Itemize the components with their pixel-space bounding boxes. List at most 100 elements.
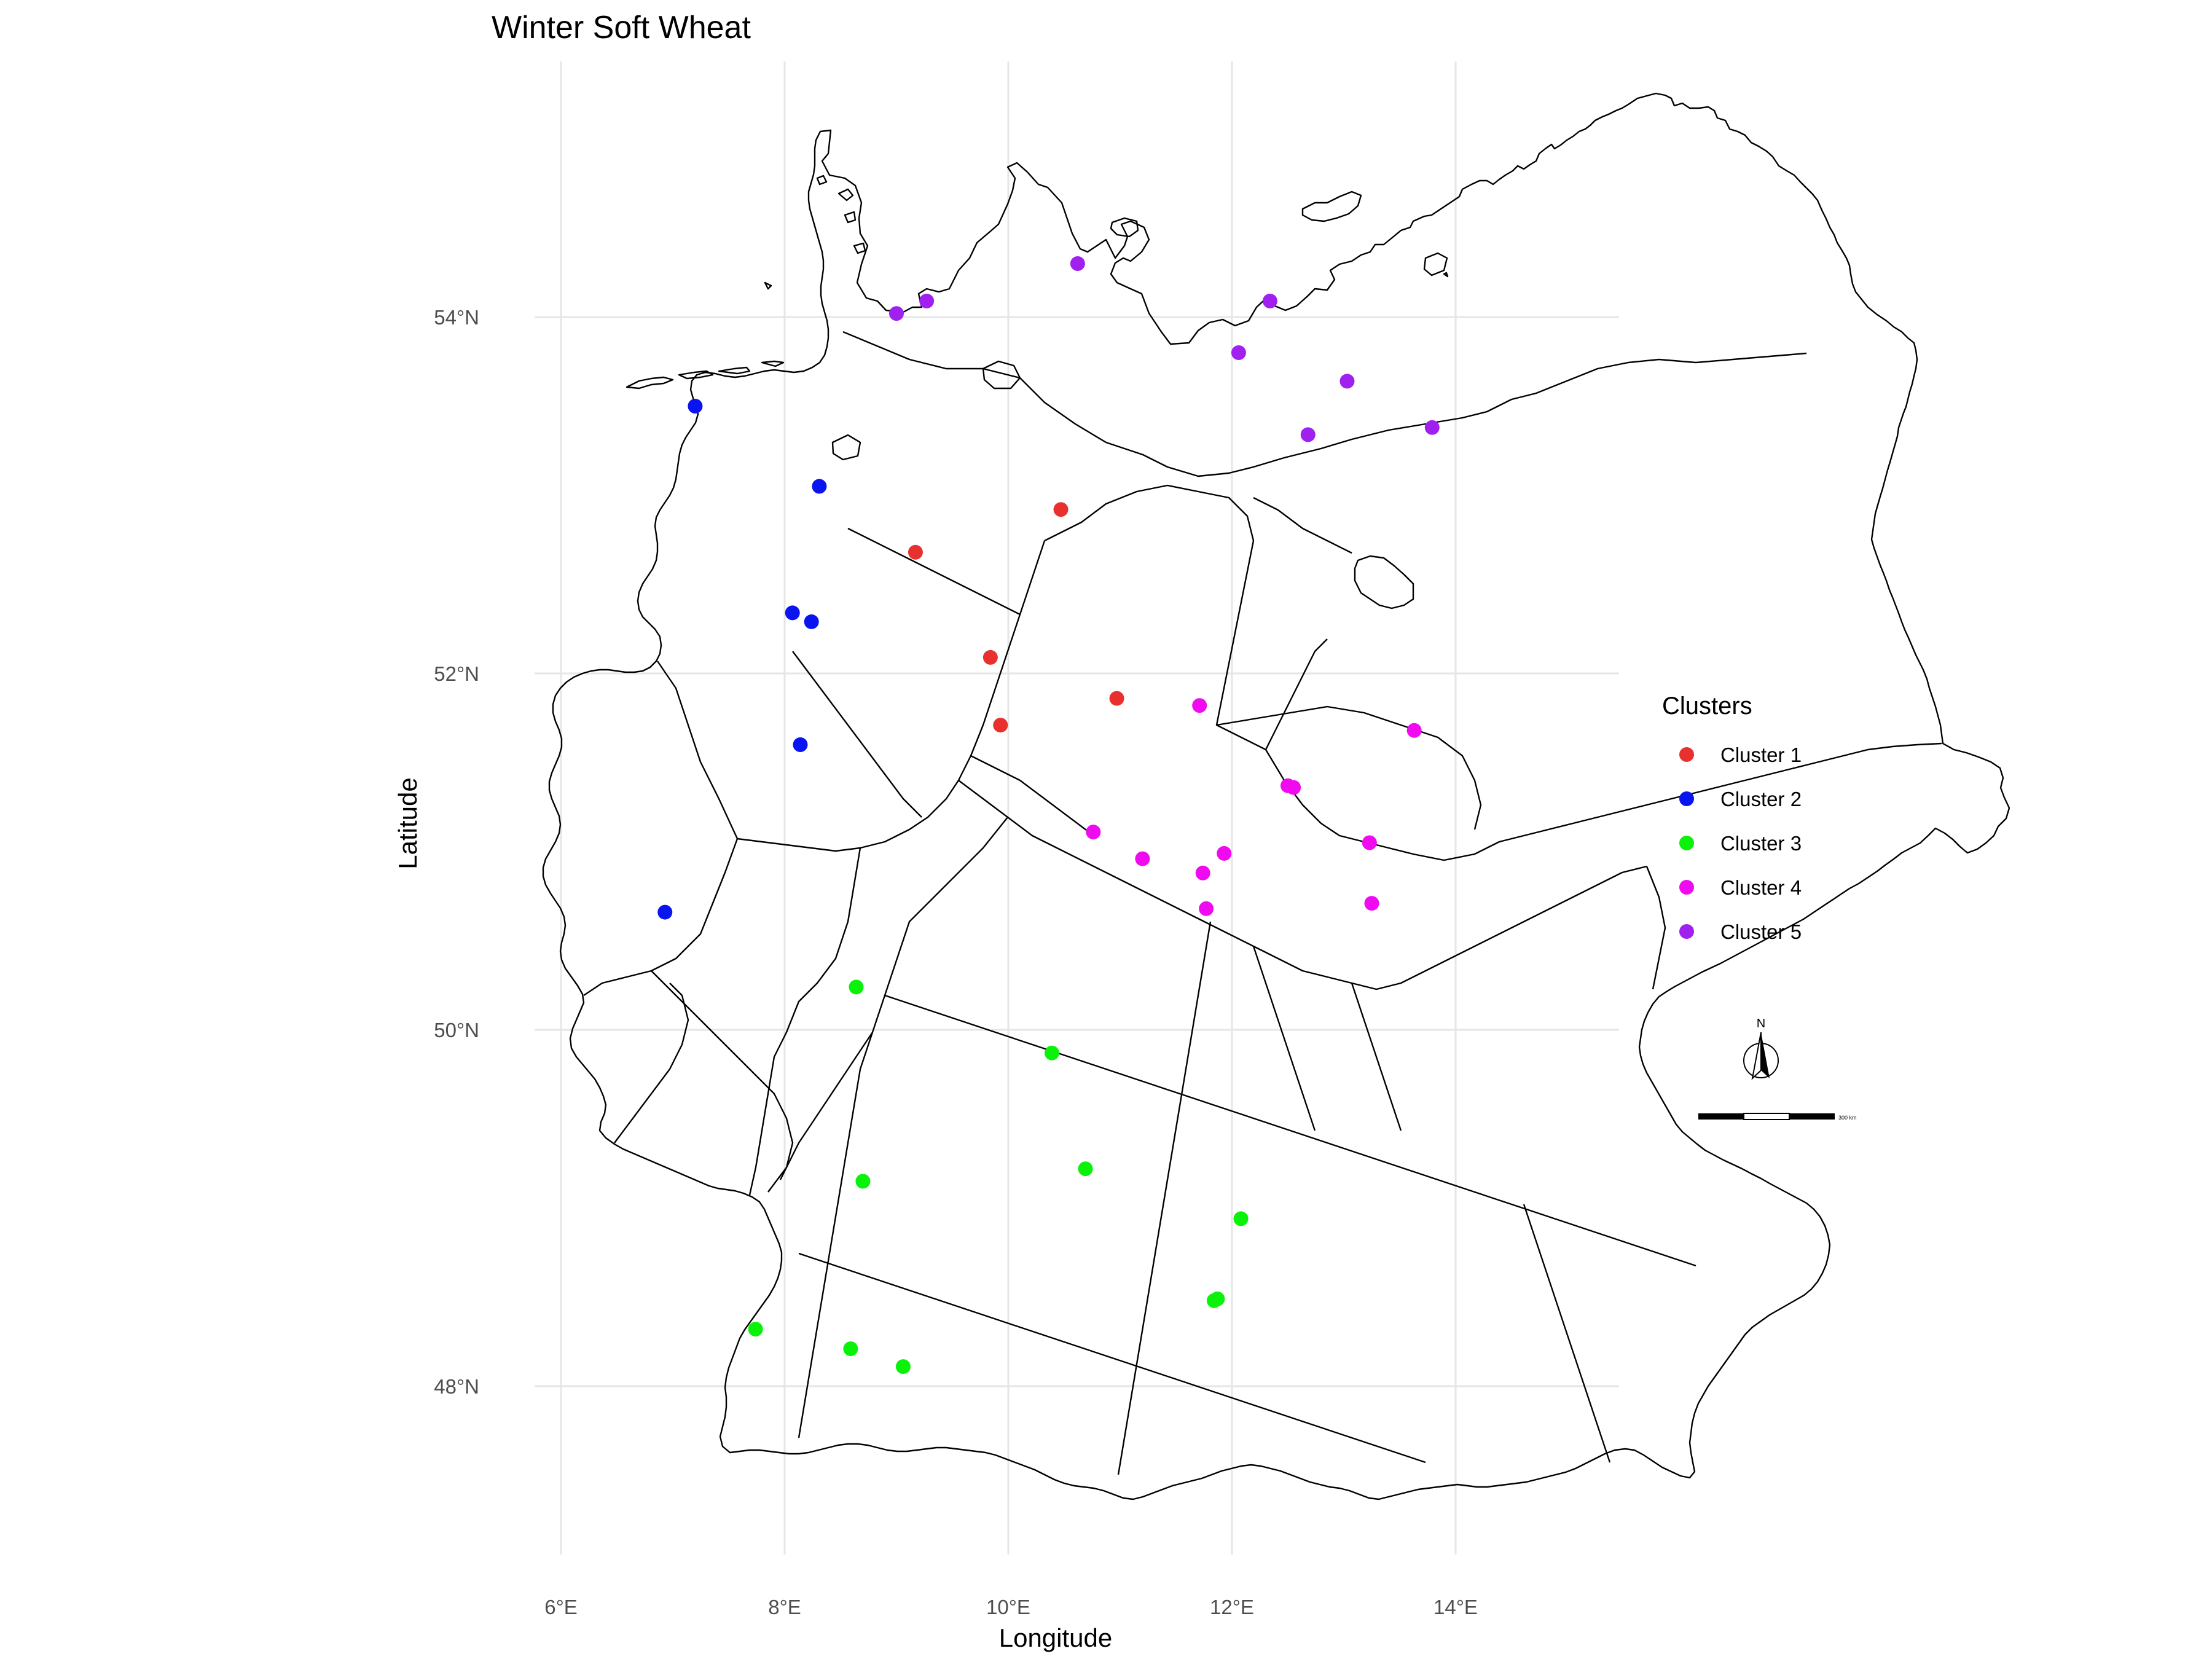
x-tick-label: 8°E [768, 1596, 801, 1618]
state-boundary [651, 970, 794, 1193]
cluster-4-point [1086, 825, 1101, 840]
cluster-3-point [843, 1341, 858, 1357]
state-boundary [1523, 1204, 1611, 1463]
island [1443, 272, 1449, 278]
legend-key [1679, 924, 1694, 939]
state-boundary [970, 755, 1094, 836]
cluster-3-point [849, 979, 864, 995]
island-fehmarn [1110, 217, 1139, 238]
cluster-5-point [1339, 374, 1355, 389]
state-boundary [614, 982, 689, 1143]
state-boundary [798, 1252, 1426, 1464]
legend-label: Cluster 4 [1720, 876, 1802, 899]
cluster-4-point [1406, 723, 1422, 738]
legend-label: Cluster 5 [1720, 920, 1802, 943]
island [678, 370, 714, 380]
island [718, 366, 751, 375]
cluster-5-point [1424, 420, 1440, 435]
scale-segment [1698, 1113, 1744, 1120]
cluster-2-point [812, 479, 827, 494]
cluster-2-point [793, 737, 808, 752]
cluster-5-point [1231, 345, 1246, 360]
cluster-4-point [1364, 896, 1379, 911]
island-ruegen [1301, 190, 1362, 222]
legend-key [1679, 791, 1694, 806]
legend-key [1679, 747, 1694, 762]
island [844, 211, 857, 224]
x-tick-label: 14°E [1433, 1596, 1478, 1618]
cluster-1-point [1053, 502, 1069, 517]
legend-key [1679, 836, 1694, 850]
scale-bar: 300 km [1698, 1113, 1857, 1121]
island [816, 175, 828, 186]
cluster-4-point [1199, 901, 1214, 916]
island [761, 360, 785, 367]
gridlines [535, 61, 1619, 1555]
state-boundary [1645, 866, 1666, 990]
state-boundary [842, 331, 1807, 477]
legend-label: Cluster 3 [1720, 832, 1802, 855]
island [626, 376, 674, 390]
cluster-1-point [908, 544, 923, 560]
y-axis-title: Latitude [393, 777, 422, 869]
compass-arrow-dark [1761, 1032, 1770, 1078]
cluster-4-point [1217, 845, 1232, 861]
state-boundary [847, 527, 1021, 616]
cluster-1-point [982, 649, 998, 665]
cluster-3-point [895, 1359, 911, 1375]
cluster-1-point [1109, 691, 1124, 706]
state-boundary [958, 780, 1647, 990]
axes: 6°E 8°E 10°E 12°E 14°E 48°N 50°N 52°N 54°N [434, 306, 1478, 1618]
state-boundary [583, 838, 739, 996]
cluster-5-point [889, 306, 904, 321]
scale-segment [1789, 1113, 1835, 1120]
compass-arrow-light [1751, 1032, 1762, 1080]
data-points [657, 256, 1440, 1375]
cluster-5-point [1262, 293, 1277, 308]
cluster-4-point [1135, 851, 1150, 866]
cluster-2-point [688, 399, 703, 414]
island [837, 188, 854, 202]
island [764, 281, 772, 290]
cluster-4-point [1362, 835, 1377, 850]
cluster-4-point [1286, 780, 1301, 795]
cluster-4-point [1195, 865, 1210, 880]
chart-title: Winter Soft Wheat [492, 10, 751, 45]
cluster-3-point [1233, 1211, 1249, 1226]
state-boundary [748, 847, 861, 1196]
legend-key [1679, 880, 1694, 895]
state-boundary [1351, 982, 1402, 1131]
cluster-5-point [1300, 427, 1316, 442]
cluster-5-point [919, 293, 935, 308]
north-arrow: N [1743, 1017, 1779, 1080]
state-boundary [1443, 742, 1942, 861]
x-tick-label: 10°E [986, 1596, 1030, 1618]
hamburg-boundary [982, 360, 1021, 390]
state-boundary [884, 994, 1696, 1267]
cluster-2-point [657, 904, 673, 920]
scale-segment [1743, 1113, 1790, 1120]
state-boundary [1265, 638, 1328, 750]
state-boundary [1252, 946, 1316, 1131]
x-tick-label: 6°E [544, 1596, 578, 1618]
cluster-2-point [804, 614, 819, 629]
legend-label: Cluster 2 [1720, 788, 1802, 810]
germany-map-outline [542, 92, 2010, 1500]
cluster-3-point [855, 1174, 871, 1189]
state-boundary [779, 1032, 873, 1180]
cluster-3-point [1044, 1045, 1059, 1061]
bremen-boundary [831, 434, 861, 461]
germany-border [542, 92, 2010, 1500]
state-boundary [1216, 705, 1482, 830]
legend-items: Cluster 1 Cluster 2 Cluster 3 Cluster 4 Clus… [1679, 743, 1802, 943]
berlin-boundary [1354, 555, 1414, 610]
state-boundary [737, 540, 1046, 852]
state-boundary [1253, 496, 1352, 554]
north-arrow-label: N [1757, 1017, 1765, 1030]
y-tick-label: 54°N [434, 306, 479, 329]
x-axis-title: Longitude [999, 1623, 1113, 1652]
state-boundary [1044, 484, 1445, 861]
cluster-2-point [785, 605, 800, 621]
